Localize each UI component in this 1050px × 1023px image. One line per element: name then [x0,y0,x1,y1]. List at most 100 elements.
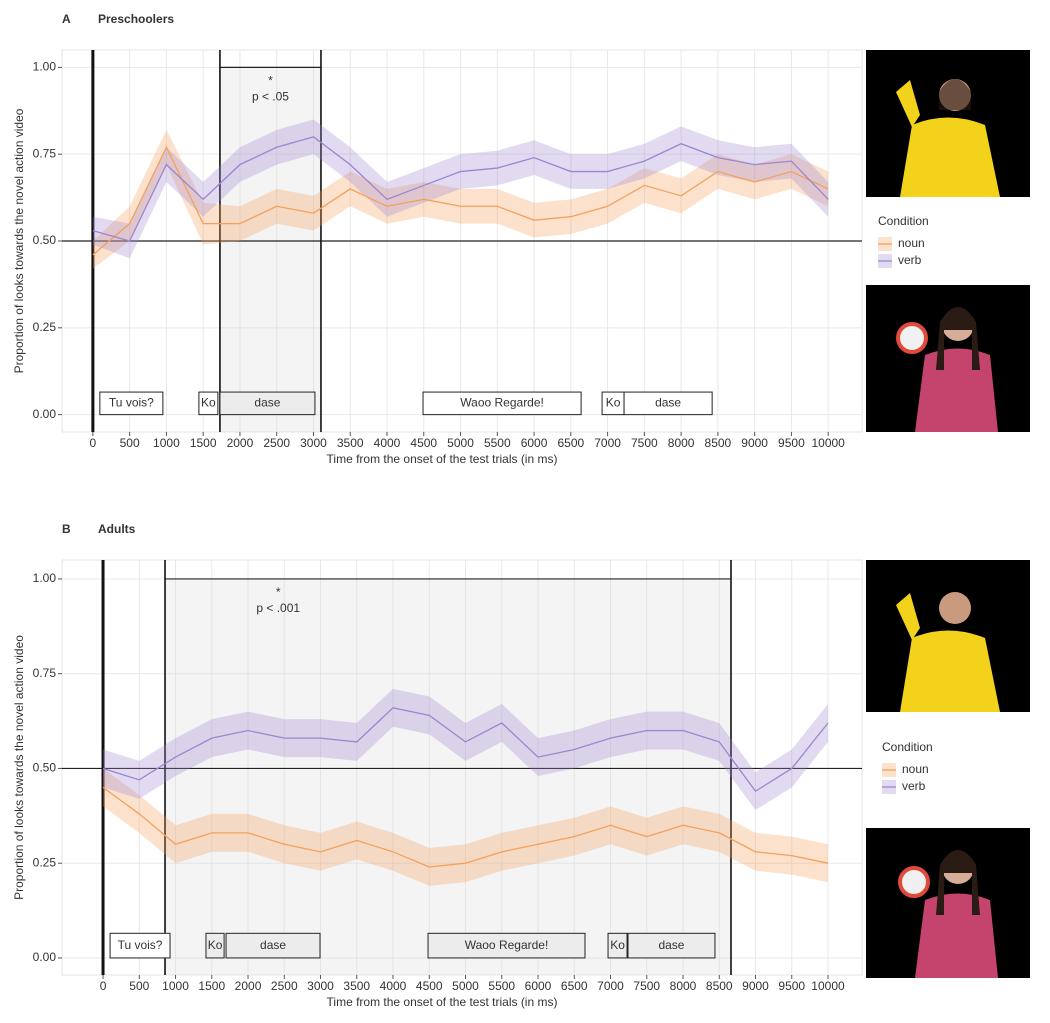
photo [866,285,1030,432]
y-tick-label: 0.50 [33,761,57,775]
x-tick-label: 5000 [452,979,479,993]
significance-text: p < .001 [256,601,300,615]
x-tick-label: 2000 [227,436,254,450]
legend-label: noun [902,762,929,776]
significance-region [165,578,731,975]
legend-label: noun [898,236,925,250]
confidence-ribbon [103,688,828,811]
x-tick-label: 3000 [300,436,327,450]
x-tick-label: 1500 [198,979,225,993]
x-tick-label: 6500 [561,979,588,993]
word-box-label: Ko [201,396,216,410]
series-line [102,786,829,868]
word-box-label: dase [658,938,684,952]
x-tick-label: 8000 [668,436,695,450]
x-tick-label: 4500 [416,979,443,993]
panel-title: Adults [98,522,136,536]
y-tick-label: 0.75 [33,146,57,160]
legend-title: Condition [878,214,929,228]
x-tick-label: 0 [100,979,107,993]
panel-label: B [62,522,71,536]
x-tick-label: 9500 [778,436,805,450]
x-tick-label: 7500 [631,436,658,450]
x-axis-label: Time from the onset of the test trials (… [327,452,558,466]
confidence-ribbon [92,129,829,269]
series-line [92,145,829,256]
x-tick-label: 5500 [488,979,515,993]
x-tick-label: 9500 [778,979,805,993]
word-box-label: Ko [208,938,223,952]
x-tick-label: 0 [90,436,97,450]
y-tick-label: 0.00 [33,407,57,421]
y-axis-label: Proportion of looks towards the novel ac… [12,635,26,900]
y-tick-label: 0.25 [33,855,57,869]
word-box-label: dase [254,396,280,410]
photo [866,560,1030,712]
word-box-label: Tu vois? [118,938,163,952]
legend-label: verb [902,779,926,793]
x-tick-label: 6000 [521,436,548,450]
x-tick-label: 8500 [705,436,732,450]
word-box [623,391,713,416]
word-box [427,932,586,959]
x-tick-label: 5000 [447,436,474,450]
x-tick-label: 9000 [742,979,769,993]
y-tick-label: 0.50 [33,233,57,247]
x-tick-label: 4000 [380,979,407,993]
x-tick-label: 1000 [162,979,189,993]
significance-region [219,67,321,432]
x-tick-label: 3500 [337,436,364,450]
legend-title: Condition [882,740,933,754]
photo [866,828,1030,978]
word-box [198,391,219,416]
panel-label: A [62,12,71,26]
word-box-label: dase [260,938,286,952]
series-line [102,707,829,793]
x-tick-label: 5500 [484,436,511,450]
x-tick-label: 8500 [706,979,733,993]
y-axis-label: Proportion of looks towards the novel ac… [12,108,26,373]
photo [866,50,1030,197]
x-tick-label: 2500 [271,979,298,993]
word-box [109,932,171,959]
significance-star: * [268,74,273,88]
x-tick-label: 2500 [263,436,290,450]
x-tick-label: 10000 [811,979,845,993]
y-tick-label: 0.25 [33,320,57,334]
confidence-ribbon [103,768,828,886]
x-tick-label: 9000 [741,436,768,450]
series-line [92,136,829,242]
y-tick-label: 1.00 [33,571,57,585]
x-tick-label: 2000 [235,979,262,993]
x-axis-label: Time from the onset of the test trials (… [327,995,558,1009]
word-box-label: Ko [610,938,625,952]
x-tick-label: 8000 [670,979,697,993]
word-box-label: Tu vois? [109,396,154,410]
y-tick-label: 0.00 [33,950,57,964]
x-tick-label: 6000 [525,979,552,993]
x-tick-label: 4000 [374,436,401,450]
y-tick-label: 1.00 [33,60,57,74]
word-box [607,932,628,959]
x-tick-label: 1500 [190,436,217,450]
word-box [422,391,582,416]
x-tick-label: 7000 [594,436,621,450]
x-tick-label: 500 [120,436,140,450]
confidence-ribbon [92,119,829,259]
x-tick-label: 4500 [410,436,437,450]
x-tick-label: 10000 [811,436,845,450]
word-box-label: Ko [606,396,621,410]
word-box-label: Waoo Regarde! [460,396,544,410]
x-tick-label: 7000 [597,979,624,993]
plot-background [61,559,863,976]
word-box [99,391,164,416]
significance-text: p < .05 [252,90,289,104]
legend-label: verb [898,253,922,267]
word-box [219,391,316,416]
x-tick-label: 6500 [557,436,584,450]
word-box [205,932,225,959]
x-tick-label: 3000 [307,979,334,993]
word-box-label: dase [655,396,681,410]
